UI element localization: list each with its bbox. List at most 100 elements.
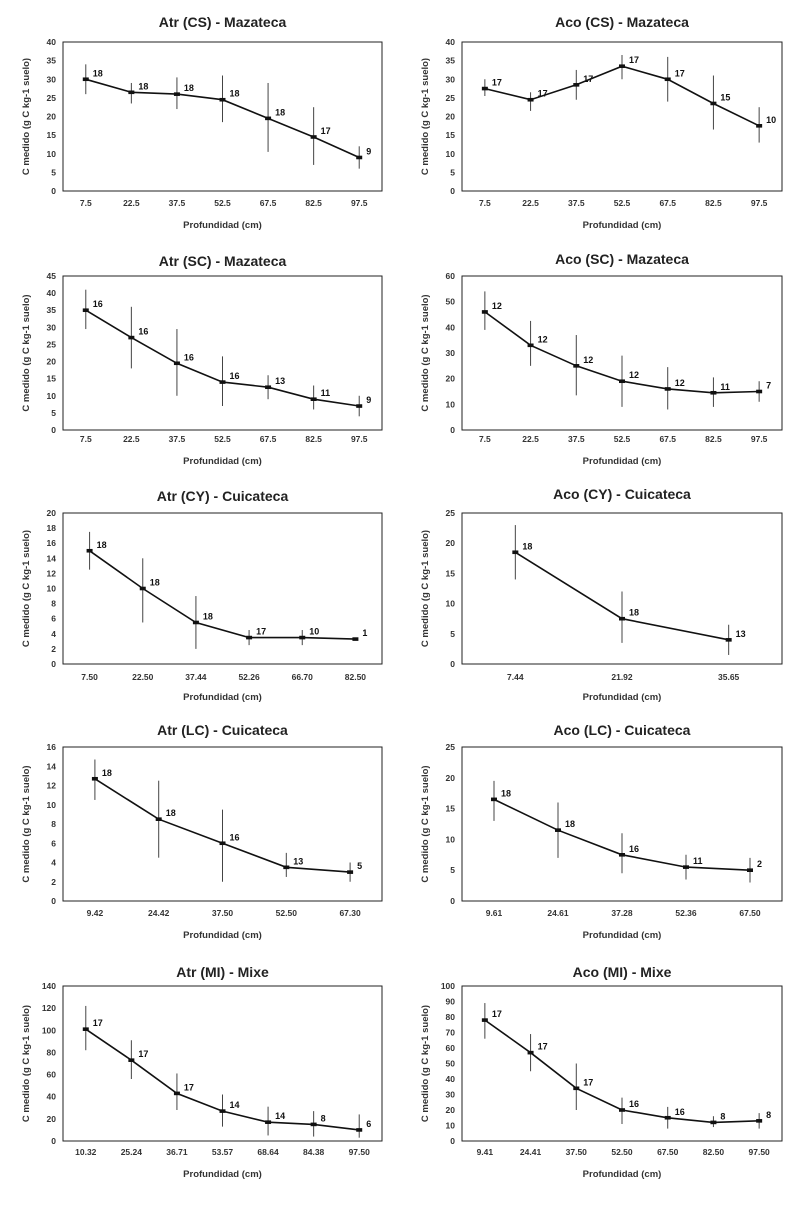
y-tick-label: 20 bbox=[47, 357, 57, 367]
y-tick-label: 40 bbox=[47, 37, 57, 47]
y-tick-label: 10 bbox=[446, 149, 456, 159]
x-tick-label: 52.5 bbox=[214, 434, 231, 444]
y-tick-label: 20 bbox=[47, 112, 57, 122]
y-axis-label: C medido (g C kg-1 suelo) bbox=[21, 530, 32, 647]
data-point bbox=[283, 865, 290, 870]
x-tick-label: 52.5 bbox=[614, 198, 631, 208]
x-axis-label: Profundidad (cm) bbox=[583, 930, 662, 941]
data-point bbox=[710, 101, 717, 106]
y-tick-label: 14 bbox=[47, 761, 57, 771]
y-tick-label: 25 bbox=[47, 93, 57, 103]
data-point bbox=[481, 1018, 488, 1022]
y-tick-label: 0 bbox=[450, 1136, 455, 1146]
y-tick-label: 0 bbox=[450, 186, 455, 196]
data-label: 8 bbox=[720, 1111, 725, 1121]
x-tick-label: 97.5 bbox=[751, 198, 768, 208]
y-tick-label: 8 bbox=[51, 819, 56, 829]
y-tick-label: 80 bbox=[446, 1012, 456, 1022]
data-point bbox=[128, 335, 135, 340]
data-label: 15 bbox=[720, 92, 730, 102]
y-tick-label: 60 bbox=[446, 1043, 456, 1053]
y-tick-label: 4 bbox=[51, 858, 56, 868]
data-label: 9 bbox=[366, 395, 371, 405]
y-tick-label: 140 bbox=[42, 981, 56, 991]
plot-frame bbox=[461, 512, 783, 665]
x-tick-label: 37.5 bbox=[169, 434, 186, 444]
data-point bbox=[664, 387, 671, 391]
y-tick-label: 6 bbox=[51, 614, 56, 624]
data-label: 2 bbox=[757, 859, 762, 869]
data-point bbox=[173, 361, 180, 366]
data-point bbox=[91, 776, 98, 781]
x-axis-label: Profundidad (cm) bbox=[183, 930, 262, 941]
y-tick-label: 0 bbox=[51, 896, 56, 906]
y-tick-label: 15 bbox=[446, 804, 456, 814]
data-point bbox=[82, 1027, 89, 1031]
x-tick-label: 21.92 bbox=[611, 672, 633, 682]
x-axis-label: Profundidad (cm) bbox=[183, 220, 262, 231]
data-label: 18 bbox=[522, 541, 532, 551]
data-point bbox=[756, 1119, 763, 1123]
y-tick-label: 5 bbox=[450, 629, 455, 639]
chart-title: Aco (SC) - Mazateca bbox=[555, 251, 689, 267]
x-tick-label: 37.28 bbox=[611, 908, 633, 918]
data-point bbox=[619, 853, 625, 857]
data-label: 16 bbox=[629, 844, 639, 854]
x-tick-label: 7.5 bbox=[80, 434, 92, 444]
data-label: 5 bbox=[357, 861, 362, 871]
y-tick-label: 10 bbox=[47, 800, 57, 810]
y-tick-label: 40 bbox=[446, 322, 456, 332]
data-point bbox=[128, 1058, 135, 1062]
data-point bbox=[82, 77, 89, 82]
x-axis-label: Profundidad (cm) bbox=[583, 692, 662, 703]
plot-frame bbox=[461, 41, 783, 192]
y-axis-label: C medido (g C kg-1 suelo) bbox=[420, 1005, 431, 1122]
data-label: 13 bbox=[293, 856, 303, 866]
data-label: 17 bbox=[675, 68, 685, 78]
data-label: 8 bbox=[321, 1113, 326, 1123]
x-tick-label: 24.42 bbox=[148, 908, 170, 918]
y-tick-label: 20 bbox=[47, 1114, 57, 1124]
y-tick-label: 10 bbox=[47, 584, 57, 594]
data-point bbox=[219, 97, 226, 102]
y-tick-label: 30 bbox=[47, 74, 57, 84]
data-label: 18 bbox=[629, 608, 639, 618]
chart-title: Aco (CY) - Cuicateca bbox=[553, 486, 691, 502]
y-tick-label: 10 bbox=[47, 391, 57, 401]
y-tick-label: 0 bbox=[51, 1136, 56, 1146]
y-axis-label: C medido (g C kg-1 suelo) bbox=[21, 294, 32, 411]
x-axis-label: Profundidad (cm) bbox=[583, 456, 662, 467]
x-tick-label: 67.50 bbox=[739, 908, 761, 918]
y-tick-label: 80 bbox=[47, 1047, 57, 1057]
y-tick-label: 25 bbox=[446, 93, 456, 103]
x-tick-label: 68.64 bbox=[257, 1147, 279, 1157]
y-tick-label: 20 bbox=[446, 112, 456, 122]
y-tick-label: 60 bbox=[47, 1070, 57, 1080]
chart-5: Atr (CY) - Cuicateca 0 2 4 6 8 10 12 14 16 18 20 7.5… bbox=[21, 488, 383, 703]
data-label: 17 bbox=[184, 1082, 194, 1092]
data-label: 12 bbox=[492, 301, 502, 311]
y-tick-label: 40 bbox=[446, 1074, 456, 1084]
x-tick-label: 67.5 bbox=[659, 434, 676, 444]
y-tick-label: 16 bbox=[47, 742, 57, 752]
x-tick-label: 82.50 bbox=[345, 672, 367, 682]
x-tick-label: 67.30 bbox=[339, 908, 361, 918]
data-label: 14 bbox=[230, 1100, 240, 1110]
chart-title: Atr (CY) - Cuicateca bbox=[157, 488, 289, 504]
data-point bbox=[481, 86, 488, 91]
data-label: 18 bbox=[102, 768, 112, 778]
y-tick-label: 100 bbox=[441, 981, 455, 991]
x-tick-label: 36.71 bbox=[166, 1147, 188, 1157]
y-tick-label: 40 bbox=[47, 288, 57, 298]
data-point bbox=[347, 870, 354, 874]
data-point bbox=[265, 1120, 272, 1124]
x-tick-label: 7.44 bbox=[507, 672, 524, 682]
data-point bbox=[173, 92, 180, 96]
x-tick-label: 22.5 bbox=[522, 434, 539, 444]
y-tick-label: 10 bbox=[446, 599, 456, 609]
data-point bbox=[619, 616, 625, 621]
x-tick-label: 37.50 bbox=[212, 908, 234, 918]
x-axis-label: Profundidad (cm) bbox=[183, 1169, 262, 1180]
data-label: 10 bbox=[766, 115, 776, 125]
x-tick-label: 53.57 bbox=[212, 1147, 234, 1157]
